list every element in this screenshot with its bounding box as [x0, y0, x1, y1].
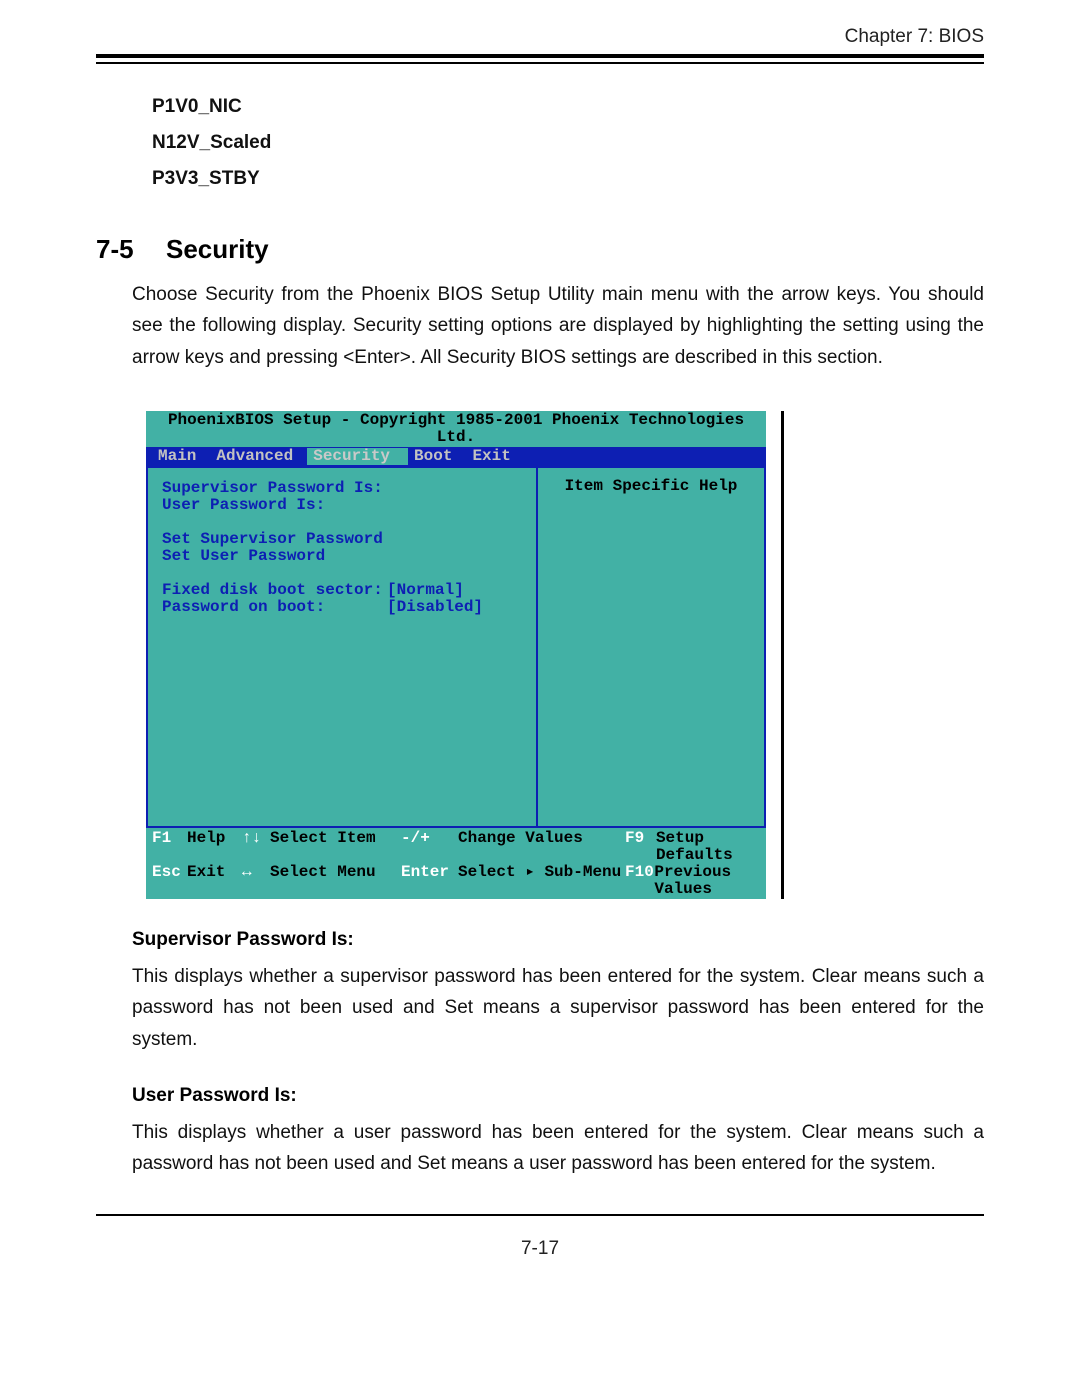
footer-rule — [96, 1214, 984, 1216]
help-header: Item Specific Help — [542, 478, 760, 495]
action-setup-defaults: Setup Defaults — [656, 830, 760, 864]
page-number: 7-17 — [96, 1238, 984, 1260]
section-title: Security — [166, 234, 269, 265]
bios-help-pane: Item Specific Help — [536, 466, 766, 828]
key-f10: F10 — [625, 864, 654, 898]
action-select-submenu: Select ▸ Sub-Menu — [458, 864, 625, 898]
bios-value: [Disabled] — [387, 599, 483, 616]
voltage-list: P1V0_NIC N12V_Scaled P3V3_STBY — [152, 96, 984, 190]
subtext-user: This displays whether a user password ha… — [132, 1117, 984, 1180]
section-number: 7-5 — [96, 234, 166, 265]
intro-block: Choose Security from the Phoenix BIOS Se… — [132, 279, 984, 1180]
key-leftright: ↔ — [242, 864, 270, 898]
key-esc: Esc — [152, 864, 187, 898]
bios-field[interactable]: Set Supervisor Password — [162, 531, 387, 548]
bios-field[interactable]: User Password Is: — [162, 497, 387, 514]
key-updown: ↑↓ — [242, 830, 270, 864]
key-f9: F9 — [625, 830, 656, 864]
key-f1: F1 — [152, 830, 187, 864]
action-change-values: Change Values — [458, 830, 625, 864]
bios-field[interactable]: Supervisor Password Is: — [162, 480, 387, 497]
voltage-item: P1V0_NIC — [152, 96, 984, 118]
bios-title-bar: PhoenixBIOS Setup - Copyright 1985-2001 … — [146, 411, 766, 447]
bios-field[interactable]: Set User Password — [162, 548, 387, 565]
chapter-header: Chapter 7: BIOS — [96, 26, 984, 48]
key-plusminus: -/+ — [401, 830, 458, 864]
subheading-supervisor: Supervisor Password Is: — [132, 929, 984, 951]
side-rule — [781, 411, 784, 899]
bios-value: [Normal] — [387, 582, 464, 599]
action-exit: Exit — [187, 864, 242, 898]
menu-boot[interactable]: Boot — [408, 448, 466, 465]
action-help: Help — [187, 830, 242, 864]
section-heading: 7-5 Security — [96, 234, 984, 265]
bios-left-pane: Supervisor Password Is: User Password Is… — [146, 466, 536, 828]
page: Chapter 7: BIOS P1V0_NIC N12V_Scaled P3V… — [0, 0, 1080, 1397]
menu-security[interactable]: Security — [307, 448, 408, 465]
menu-exit[interactable]: Exit — [466, 448, 524, 465]
subheading-user: User Password Is: — [132, 1085, 984, 1107]
intro-paragraph: Choose Security from the Phoenix BIOS Se… — [132, 279, 984, 373]
bios-field[interactable]: Password on boot: — [162, 599, 387, 616]
subtext-supervisor: This displays whether a supervisor passw… — [132, 961, 984, 1055]
bios-screenshot: PhoenixBIOS Setup - Copyright 1985-2001 … — [146, 411, 766, 899]
action-select-item: Select Item — [270, 830, 401, 864]
menu-advanced[interactable]: Advanced — [210, 448, 307, 465]
voltage-item: P3V3_STBY — [152, 168, 984, 190]
voltage-item: N12V_Scaled — [152, 132, 984, 154]
bios-field[interactable]: Fixed disk boot sector: — [162, 582, 387, 599]
bios-body: Supervisor Password Is: User Password Is… — [146, 466, 766, 828]
header-rule — [96, 54, 984, 64]
bios-footer: F1Help ↑↓Select Item -/+Change Values F9… — [146, 828, 766, 899]
action-select-menu: Select Menu — [270, 864, 401, 898]
key-enter: Enter — [401, 864, 458, 898]
action-previous-values: Previous Values — [654, 864, 760, 898]
bios-menubar: Main Advanced Security Boot Exit — [146, 447, 766, 466]
menu-main[interactable]: Main — [152, 448, 210, 465]
